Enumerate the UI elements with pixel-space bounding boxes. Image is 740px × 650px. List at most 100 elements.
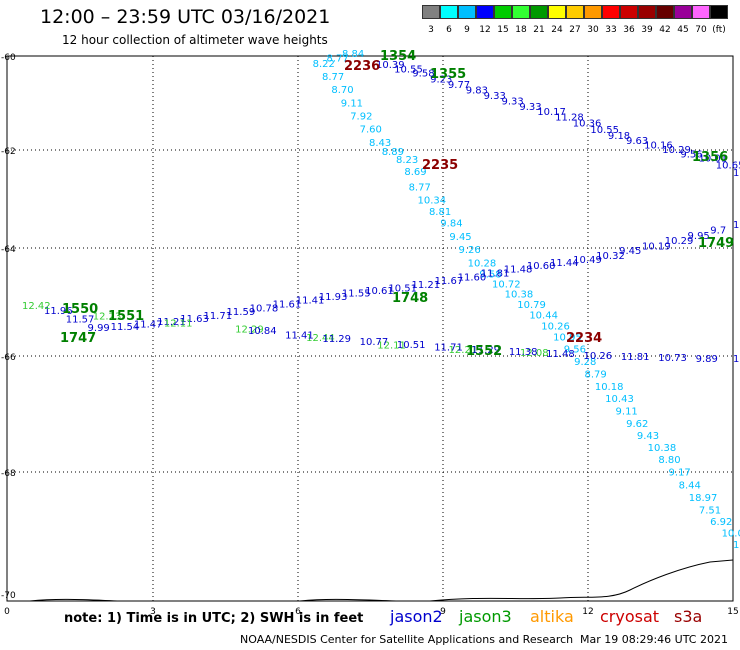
swh-value: 10.77 <box>360 337 389 348</box>
swh-value: 7.60 <box>360 125 382 136</box>
pass-time-label: 2236 <box>344 59 380 74</box>
swh-value: 12.29 <box>235 325 264 336</box>
swh-value: 12.44 <box>306 333 335 344</box>
satellite-name: s3a <box>674 607 703 626</box>
swh-value: 10 <box>733 540 740 551</box>
swh-value: 10.0 <box>722 529 740 540</box>
swh-value: 10.72 <box>492 280 521 291</box>
swh-value: 10.19 <box>642 242 671 253</box>
legend-swatch <box>602 5 620 19</box>
swh-value: 10.55 <box>394 64 423 75</box>
swh-value: 10.49 <box>573 255 602 266</box>
swh-value: 9.26 <box>459 245 481 256</box>
swh-value: 7.51 <box>699 506 721 517</box>
pass-time-label: 1551 <box>108 309 144 324</box>
latitude-tick-label: -62 <box>1 147 16 157</box>
swh-value: 12.21 <box>449 345 478 356</box>
swh-value: 9.77 <box>448 80 470 91</box>
legend-swatch <box>656 5 674 19</box>
swh-value: 11.96 <box>44 306 73 317</box>
swh-value: 10.78 <box>250 303 279 314</box>
pass-time-label: 1356 <box>692 150 728 165</box>
swh-value: 11.44 <box>550 258 579 269</box>
legend-swatch <box>494 5 512 19</box>
legend-label: 36 <box>623 25 635 35</box>
graticule <box>7 56 733 601</box>
swh-value: 11.71 <box>434 342 463 353</box>
swh-value: 10.38 <box>648 443 677 454</box>
credit-line: NOAA/NESDIS Center for Satellite Applica… <box>240 633 574 646</box>
legend-swatch <box>458 5 476 19</box>
swh-value: 9.45 <box>449 232 471 243</box>
coastline <box>29 559 734 602</box>
longitude-tick-label: 9 <box>440 607 446 617</box>
swh-value: 11.41 <box>285 330 314 341</box>
swh-value: 11.61 <box>273 300 302 311</box>
longitude-tick-label: 3 <box>150 607 156 617</box>
legend-label: 24 <box>551 25 563 35</box>
legend-label: (ft) <box>712 25 726 35</box>
color-scale-legend: 3 6 9 12 15 18 21 24 27 30 33 36 39 42 45 70 (ft) <box>422 5 728 35</box>
swh-value: 10.73 <box>658 353 687 364</box>
swh-value: 11.29 <box>322 334 351 345</box>
swh-value: 10.17 <box>537 107 566 118</box>
satellite-name: cryosat <box>600 607 660 626</box>
pass-time-label: 1748 <box>392 291 428 306</box>
swh-values: 8.848.778.228.778.709.117.927.608.438.89… <box>22 49 740 551</box>
swh-value: 9.58 <box>412 69 434 80</box>
legend-swatch <box>476 5 494 19</box>
swh-value: 11.59 <box>227 307 256 318</box>
legend-label: 70 <box>695 25 707 35</box>
swh-value: 11.28 <box>555 113 584 124</box>
latitude-tick-label: -66 <box>1 353 16 363</box>
swh-value: 11.57 <box>66 315 95 326</box>
swh-value: 9.56 <box>680 149 702 160</box>
swh-value: 10.01 <box>699 154 728 165</box>
legend-label: 30 <box>587 25 599 35</box>
latitude-tick-label: -60 <box>1 53 16 63</box>
swh-value: 9.11 <box>616 407 638 418</box>
swh-value: 9.63 <box>626 136 648 147</box>
swh-value: 10.38 <box>733 354 740 365</box>
swh-value: 9.7 <box>710 226 726 237</box>
footer-note: note: 1) Time is in UTC; 2) SWH is in fe… <box>64 611 364 626</box>
swh-value: 11.48 <box>546 349 575 360</box>
swh-value: 9.99 <box>88 323 110 334</box>
swh-value: 9.33 <box>519 102 541 113</box>
swh-value: 10.55 <box>590 125 619 136</box>
latitude-tick-label: -70 <box>1 591 16 601</box>
satellite-name: jason2 <box>390 607 443 626</box>
legend-label: 12 <box>479 25 491 35</box>
swh-value: 8.70 <box>331 85 353 96</box>
swh-value: 10.51 <box>388 283 417 294</box>
swh-value: 11.81 <box>621 352 650 363</box>
latitude-tick-label: -68 <box>1 469 16 479</box>
map-title: 12:00 – 23:59 UTC 03/16/2021 <box>40 6 331 28</box>
swh-value: 10.34 <box>418 196 447 207</box>
swh-value: 10.32 <box>596 251 625 262</box>
legend-label: 3 <box>428 25 434 35</box>
swh-value: 9.43 <box>637 431 659 442</box>
legend-swatch <box>530 5 548 19</box>
swh-value: 11.63 <box>180 314 209 325</box>
swh-value: 10.95 <box>733 220 740 231</box>
legend-swatch <box>422 5 440 19</box>
swh-value: 10.26 <box>583 351 612 362</box>
swh-value: 8.44 <box>679 480 701 491</box>
swh-value: 10.95 <box>553 332 582 343</box>
satellite-name: altika <box>530 607 574 626</box>
swh-value: 10.39 <box>376 60 405 71</box>
legend-label: 45 <box>677 25 689 35</box>
swh-value: 10.18 <box>595 382 624 393</box>
swh-value: 11.71 <box>203 311 232 322</box>
swh-value: 10.44 <box>529 311 558 322</box>
swh-value: 11.55 <box>342 289 371 300</box>
swh-value: 9.84 <box>440 218 462 229</box>
swh-value: 9.17 <box>669 468 691 479</box>
legend-swatch <box>440 5 458 19</box>
latitude-tick-label: -64 <box>1 245 16 255</box>
swh-value: 8.77 <box>409 183 431 194</box>
swh-value: 10.26 <box>541 321 570 332</box>
swh-value: 8.77 <box>322 72 344 83</box>
